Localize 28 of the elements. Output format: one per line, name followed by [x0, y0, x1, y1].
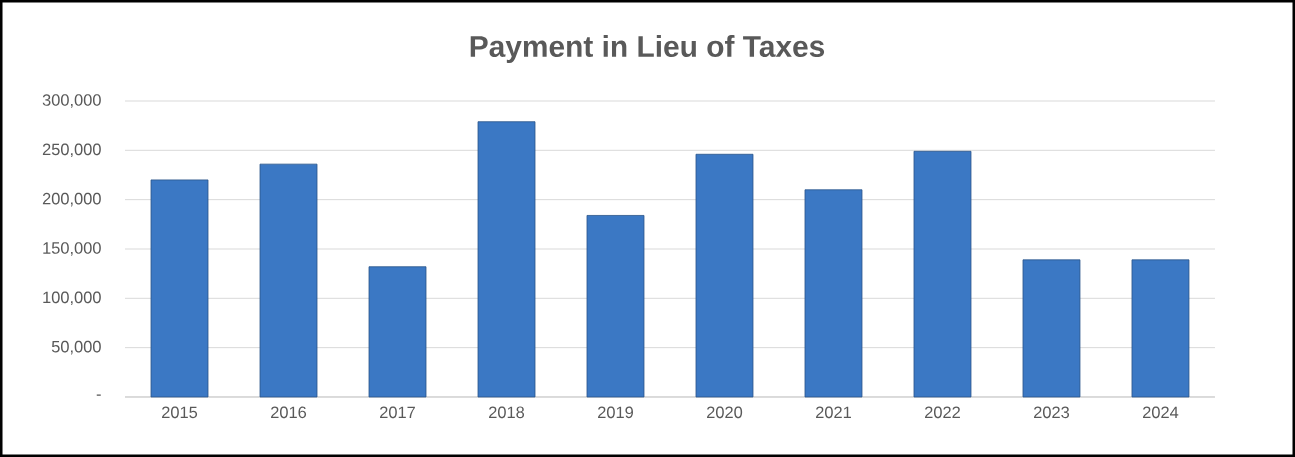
y-tick-label: 100,000: [43, 291, 101, 306]
x-tick-label: 2017: [380, 406, 415, 419]
y-tick-label: 300,000: [42, 94, 101, 108]
bar: [695, 153, 754, 398]
x-tick-label: 2023: [1034, 406, 1070, 419]
x-tick-label: 2015: [162, 406, 198, 419]
bar: [586, 215, 645, 398]
bar: [368, 266, 427, 398]
x-tick-label: 2022: [925, 406, 960, 419]
y-tick-label: 50,000: [51, 340, 101, 355]
x-tick-label: 2016: [271, 406, 307, 419]
x-tick-label: 2024: [1143, 406, 1179, 419]
x-tick-label: 2018: [489, 406, 525, 419]
x-tick-label: 2021: [816, 406, 851, 419]
bar: [913, 150, 972, 398]
x-tick-label: 2019: [598, 406, 633, 419]
bar: [477, 121, 536, 398]
bar: [259, 163, 318, 398]
y-tick-label: 150,000: [43, 242, 101, 256]
bar: [1131, 259, 1190, 398]
y-tick-label: 250,000: [42, 143, 101, 158]
y-tick-label: -: [96, 394, 101, 396]
bar: [150, 179, 209, 398]
bar: [804, 189, 863, 398]
y-tick-label: 200,000: [42, 192, 101, 207]
chart-title: Payment in Lieu of Taxes: [470, 35, 825, 63]
x-tick-label: 2020: [707, 406, 743, 419]
bar: [1022, 259, 1081, 398]
